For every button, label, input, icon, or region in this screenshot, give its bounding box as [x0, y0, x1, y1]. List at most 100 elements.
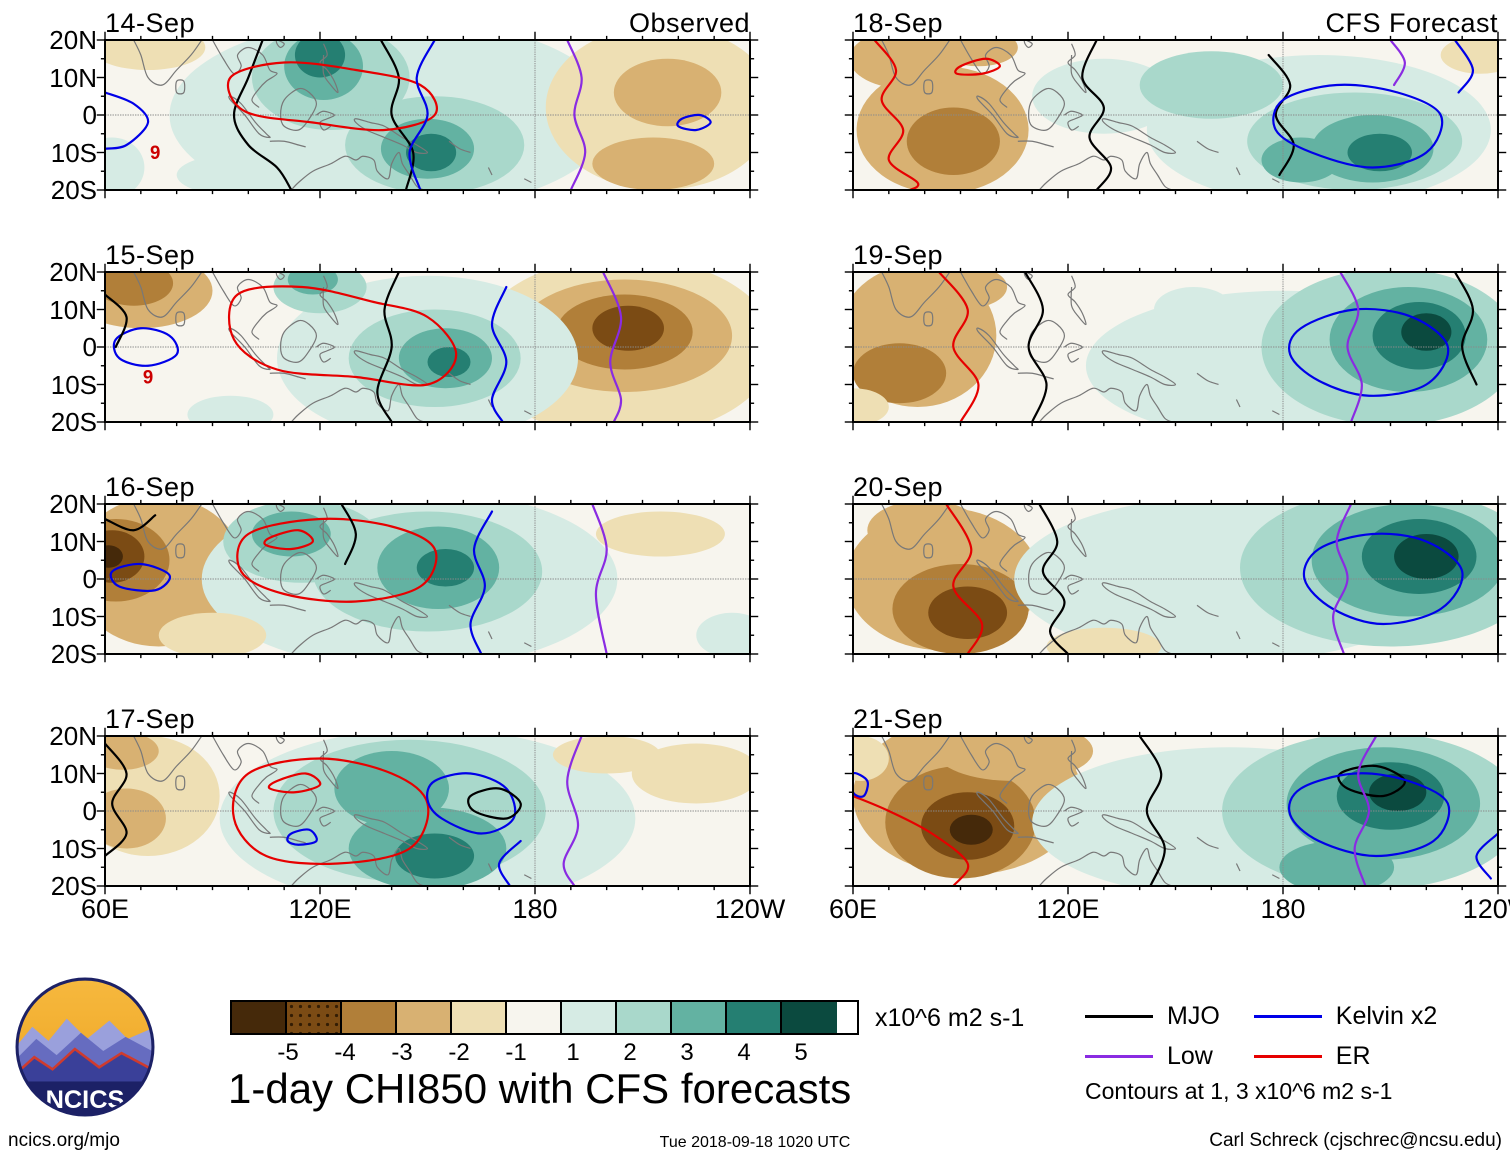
colorbar-cell — [397, 1002, 452, 1033]
contour-note: Contours at 1, 3 x10^6 m2 s-1 — [1085, 1078, 1393, 1104]
axis-ticks — [845, 32, 1506, 199]
y-axis-label: 20N — [49, 721, 97, 751]
map-panel-19-Sep — [853, 272, 1498, 422]
colorbar-cell — [562, 1002, 617, 1033]
y-axis-labels: 20N 10N 0 10S 20S — [8, 240, 105, 472]
panel-row: 20N 10N 0 10S 20S 16-Sep 20-Sep — [8, 472, 1510, 704]
axis-ticks — [97, 496, 758, 663]
legend-line-swatch — [1253, 1014, 1322, 1018]
panel-row: 20N 10N 0 10S 20S 15-Sep 9 19-Sep — [8, 240, 1510, 472]
colorbar-tick-label: -4 — [334, 1039, 356, 1066]
y-axis-label: 20N — [49, 489, 97, 519]
map-content-layer — [853, 736, 1498, 886]
footer-author: Carl Schreck (cjschrec@ncsu.edu) — [1209, 1130, 1502, 1151]
map-content-layer: 9 — [105, 40, 750, 190]
colorbar-tick-label: 4 — [737, 1039, 751, 1066]
coastline-layer — [134, 504, 532, 654]
colorbar-tick-label: -2 — [448, 1039, 470, 1066]
colorbar-tick-label: 3 — [680, 1039, 694, 1066]
legend-item-low: Low — [1085, 1036, 1220, 1076]
panel-column: 16-Sep — [105, 472, 750, 704]
legend-line-swatch — [1085, 1054, 1153, 1058]
colorbar: -5 -4 -3 -2 -1 1 2 3 4 5 — [230, 1000, 870, 1067]
panel-header: 21-Sep — [853, 704, 1498, 736]
map-content-layer — [853, 272, 1498, 422]
legend-item-er: ER — [1253, 1036, 1437, 1076]
x-axis-label: 120E — [1036, 894, 1100, 924]
legend-label: MJO — [1167, 1001, 1220, 1030]
y-axis-label: 10S — [50, 833, 97, 864]
y-axis-label: 10S — [50, 137, 97, 168]
map-panel-16-Sep — [105, 504, 750, 654]
map-content-layer — [853, 40, 1498, 190]
coastline-layer — [882, 504, 1280, 654]
map-panel-21-Sep — [853, 736, 1498, 886]
y-axis-label: 10S — [50, 601, 97, 632]
panel-date: 14-Sep — [105, 8, 196, 38]
colorbar-tick-label: -3 — [391, 1039, 413, 1066]
contour-layer — [939, 272, 1477, 422]
panel-header: 15-Sep — [105, 240, 750, 272]
shading-layer — [853, 504, 1498, 654]
column-gap — [750, 8, 853, 240]
axis-ticks — [845, 728, 1506, 895]
panel-column: 20-Sep — [853, 472, 1498, 704]
y-axis-label: 0 — [82, 100, 97, 130]
colorbar-tick-label: -1 — [505, 1039, 527, 1066]
contour-layer — [105, 504, 607, 654]
legend-label: ER — [1335, 1041, 1371, 1070]
x-axis-label: 180 — [512, 894, 558, 924]
coastline-layer — [882, 736, 1280, 886]
y-axis-label: 20N — [49, 257, 97, 287]
panel-column: 14-Sep Observed 9 — [105, 8, 750, 240]
y-axis-label: 10S — [50, 369, 97, 400]
storm-symbol: 9 — [143, 367, 153, 388]
panel-column: 15-Sep 9 — [105, 240, 750, 472]
panel-column: 18-Sep CFS Forecast — [853, 8, 1498, 240]
map-content-layer: 9 — [105, 272, 750, 422]
column-header: Observed — [628, 8, 750, 38]
column-header: CFS Forecast — [1325, 8, 1498, 38]
legend-item-kelvin-x2: Kelvin x2 — [1253, 996, 1437, 1036]
shading-layer — [853, 272, 1498, 422]
axis-ticks — [845, 264, 1506, 431]
contour-layer — [946, 504, 1462, 654]
colorbar-tick-label: 5 — [794, 1039, 808, 1066]
axis-ticks — [97, 264, 758, 431]
y-axis-label: 0 — [82, 332, 97, 362]
contour-layer — [105, 40, 711, 190]
colorbar-units-label: x10^6 m2 s-1 — [875, 1004, 1025, 1032]
panel-header: 16-Sep — [105, 472, 750, 504]
y-axis-label: 20S — [50, 407, 97, 437]
colorbar-cell — [452, 1002, 507, 1033]
axis-ticks — [97, 728, 758, 895]
legend-line-swatch — [1253, 1054, 1322, 1058]
y-axis-label: 10N — [49, 758, 97, 789]
panel-header: 19-Sep — [853, 240, 1498, 272]
panel-header: 18-Sep CFS Forecast — [853, 8, 1498, 40]
panel-column: 17-Sep — [105, 704, 750, 886]
column-gap — [750, 704, 853, 886]
colorbar-cell — [507, 1002, 562, 1033]
contour-layer — [105, 736, 582, 886]
map-content-layer — [853, 504, 1498, 654]
shading-layer — [105, 272, 750, 422]
x-axis-labels-row: 60E 120E 180 120W 60E 120E 180 120W — [8, 886, 1510, 934]
y-axis-labels: 20N 10N 0 10S 20S — [8, 704, 105, 901]
footer-bar: ncics.org/mjo Tue 2018-09-18 1020 UTC Ca… — [0, 1130, 1510, 1156]
panel-date: 20-Sep — [853, 472, 944, 502]
panel-date: 17-Sep — [105, 704, 196, 734]
x-axis-labels: 60E 120E 180 120W — [81, 886, 785, 934]
y-axis-label: 10N — [49, 294, 97, 325]
x-axis-labels: 60E 120E 180 120W — [829, 886, 1510, 934]
x-axis-label: 180 — [1260, 894, 1306, 924]
panel-row: 20N 10N 0 10S 20S 14-Sep Observed 9 18-Sep CFS Fo… — [8, 8, 1510, 240]
figure-title: 1-day CHI850 with CFS forecasts — [228, 1065, 852, 1112]
map-panel-15-Sep: 9 — [105, 272, 750, 422]
ncics-logo: NCICS — [14, 976, 156, 1118]
colorbar-cell — [232, 1002, 287, 1033]
panel-date: 19-Sep — [853, 240, 944, 270]
map-panel-17-Sep — [105, 736, 750, 886]
contour-legend: MJO Low Kelvin x2 ER — [1085, 996, 1437, 1076]
panel-date: 15-Sep — [105, 240, 196, 270]
